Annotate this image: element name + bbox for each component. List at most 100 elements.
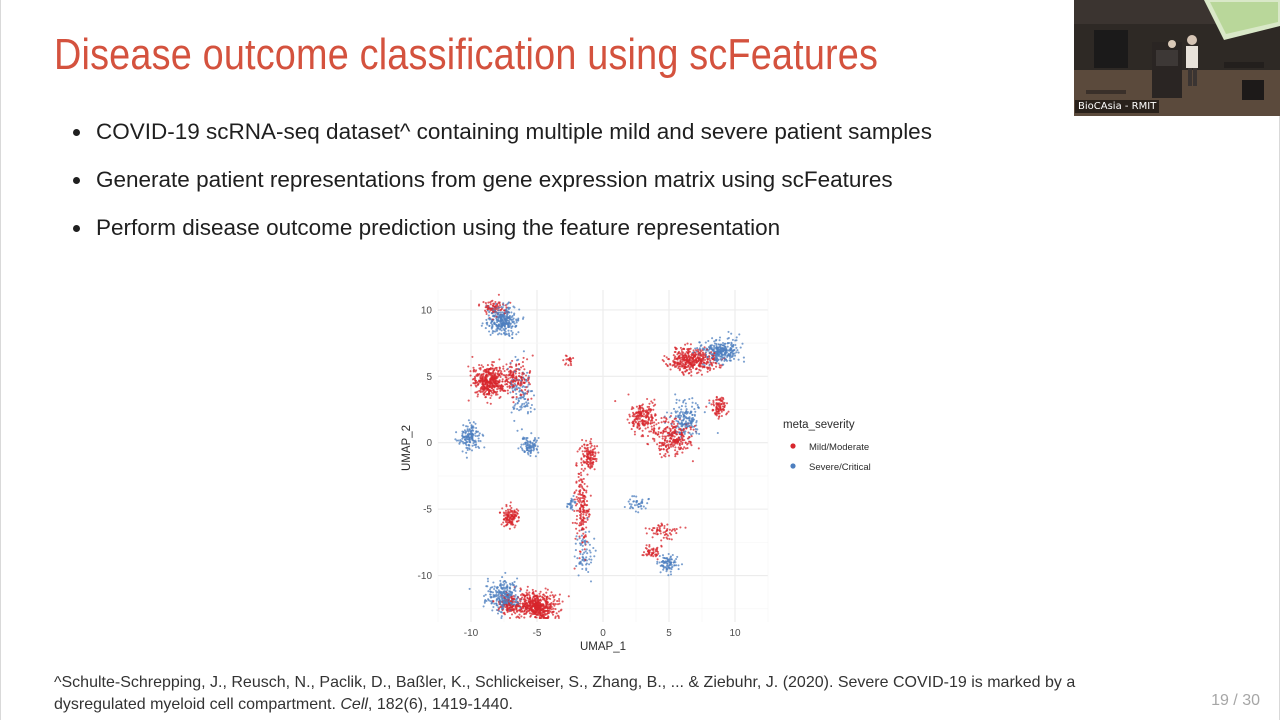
point-severe xyxy=(529,441,532,444)
point-severe xyxy=(484,593,487,596)
point-severe xyxy=(505,333,508,336)
point-mild xyxy=(531,591,534,594)
point-severe xyxy=(514,403,517,406)
point-mild xyxy=(682,429,685,432)
point-severe xyxy=(669,555,672,558)
point-severe xyxy=(688,397,691,401)
point-severe xyxy=(669,570,672,573)
point-mild xyxy=(547,616,550,620)
point-severe xyxy=(629,498,632,501)
point-mild xyxy=(476,395,479,398)
point-mild xyxy=(560,608,563,611)
point-mild xyxy=(527,398,530,401)
point-severe xyxy=(720,352,723,355)
point-mild xyxy=(579,550,582,553)
point-mild xyxy=(676,441,679,444)
point-severe xyxy=(581,556,584,559)
point-mild xyxy=(490,387,493,390)
point-mild xyxy=(575,502,579,505)
point-mild xyxy=(583,450,586,453)
point-mild xyxy=(573,567,576,570)
point-severe xyxy=(514,355,517,358)
point-mild xyxy=(676,357,679,360)
point-severe xyxy=(505,311,508,315)
point-mild xyxy=(588,513,591,516)
point-mild xyxy=(533,606,537,609)
point-mild xyxy=(585,514,588,517)
point-mild xyxy=(583,489,586,492)
point-mild xyxy=(522,603,525,606)
point-severe xyxy=(665,568,668,571)
point-severe xyxy=(495,602,498,605)
point-severe xyxy=(728,348,731,351)
point-mild xyxy=(674,449,677,452)
point-mild xyxy=(579,447,582,450)
point-severe xyxy=(579,552,582,555)
point-severe xyxy=(677,564,680,567)
point-mild xyxy=(581,450,584,453)
point-severe xyxy=(511,333,514,336)
point-severe xyxy=(497,323,501,326)
point-severe xyxy=(517,397,520,400)
point-mild xyxy=(692,356,695,359)
point-severe xyxy=(684,416,687,419)
point-severe xyxy=(727,352,730,355)
point-mild xyxy=(715,406,718,409)
point-mild xyxy=(578,535,581,538)
point-mild xyxy=(567,364,570,367)
point-severe xyxy=(667,574,670,577)
point-severe xyxy=(680,428,684,431)
point-severe xyxy=(513,407,516,410)
point-mild xyxy=(632,424,635,427)
point-mild xyxy=(570,364,573,367)
y-axis-label: UMAP_2 xyxy=(401,425,413,471)
point-severe xyxy=(472,421,475,424)
point-severe xyxy=(640,504,643,507)
point-mild xyxy=(539,595,542,598)
point-severe xyxy=(530,432,533,435)
point-mild xyxy=(503,309,506,312)
point-mild xyxy=(493,375,496,378)
point-severe xyxy=(466,447,469,450)
point-mild xyxy=(501,378,504,381)
point-mild xyxy=(705,405,708,408)
point-mild xyxy=(591,450,594,453)
point-mild xyxy=(580,467,583,471)
point-mild xyxy=(648,553,651,556)
point-severe xyxy=(659,571,662,574)
point-mild xyxy=(662,448,665,451)
point-mild xyxy=(522,372,525,375)
point-mild xyxy=(531,605,534,608)
point-mild xyxy=(646,420,649,423)
point-severe xyxy=(681,425,684,428)
point-mild xyxy=(695,359,698,362)
point-mild xyxy=(545,591,548,594)
point-severe xyxy=(576,538,579,541)
point-mild xyxy=(720,403,723,406)
point-mild xyxy=(519,393,522,396)
point-severe xyxy=(593,555,596,558)
point-mild xyxy=(469,370,472,373)
point-mild xyxy=(632,422,635,425)
point-mild xyxy=(641,422,644,425)
point-severe xyxy=(711,348,714,351)
point-severe xyxy=(576,557,579,560)
point-mild xyxy=(582,528,585,531)
point-mild xyxy=(662,536,665,539)
point-mild xyxy=(666,425,669,428)
point-mild xyxy=(483,393,486,396)
point-mild xyxy=(697,360,700,363)
point-mild xyxy=(691,361,694,364)
point-mild xyxy=(517,616,520,619)
point-severe xyxy=(477,445,480,448)
point-severe xyxy=(714,354,717,357)
point-mild xyxy=(536,603,539,606)
point-severe xyxy=(508,582,512,585)
point-mild xyxy=(513,597,516,601)
point-mild xyxy=(649,422,652,425)
point-severe xyxy=(495,586,498,589)
point-mild xyxy=(635,415,638,418)
point-mild xyxy=(586,457,590,460)
point-mild xyxy=(681,356,684,359)
point-mild xyxy=(645,544,648,547)
